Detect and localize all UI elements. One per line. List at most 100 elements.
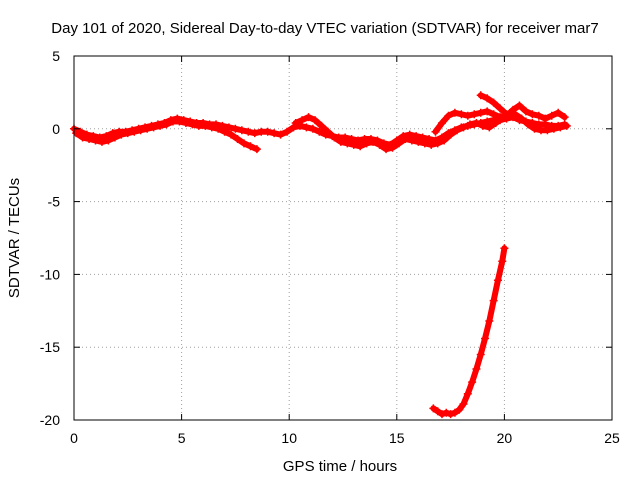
data-point xyxy=(72,129,81,138)
data-point xyxy=(343,139,352,148)
x-axis-label: GPS time / hours xyxy=(283,458,397,475)
series-arc-3 xyxy=(291,110,571,154)
data-point xyxy=(123,129,132,138)
data-point xyxy=(524,120,533,129)
data-point xyxy=(442,408,451,417)
data-point xyxy=(427,140,436,149)
data-point xyxy=(156,121,165,130)
data-point xyxy=(233,134,242,143)
data-point xyxy=(298,116,307,125)
data-point xyxy=(276,130,285,139)
data-point xyxy=(485,123,494,132)
data-point xyxy=(491,118,500,127)
data-point xyxy=(463,389,472,398)
data-point xyxy=(429,404,438,413)
data-point xyxy=(450,408,459,417)
data-point xyxy=(440,136,449,145)
x-tick-label: 10 xyxy=(281,430,297,446)
data-point xyxy=(446,130,455,139)
data-point xyxy=(143,124,152,133)
data-point xyxy=(489,296,498,305)
y-tick-label: -10 xyxy=(40,266,60,282)
data-point xyxy=(149,123,158,132)
data-point xyxy=(444,111,453,120)
data-point xyxy=(85,134,94,143)
data-point xyxy=(220,127,229,136)
data-point xyxy=(420,139,429,148)
data-point xyxy=(489,98,498,107)
data-point xyxy=(252,145,261,154)
data-point xyxy=(509,105,518,114)
data-point xyxy=(349,140,358,149)
y-tick-label: -20 xyxy=(40,412,60,428)
data-point xyxy=(250,129,259,138)
y-axis-label: SDTVAR / TECUs xyxy=(6,178,23,298)
data-point xyxy=(481,334,490,343)
data-point xyxy=(496,104,505,113)
data-point xyxy=(304,113,313,122)
data-point xyxy=(459,399,468,408)
data-point xyxy=(556,123,565,132)
data-point xyxy=(311,116,320,125)
data-point xyxy=(472,118,481,127)
data-point xyxy=(498,257,507,266)
data-point xyxy=(450,108,459,117)
data-point xyxy=(515,101,524,110)
data-point xyxy=(214,124,223,133)
axis-ticks xyxy=(73,55,613,421)
y-tick-label: 5 xyxy=(52,48,60,64)
data-point xyxy=(517,114,526,123)
data-point xyxy=(496,113,505,122)
y-tick-label: 0 xyxy=(52,121,60,137)
data-point xyxy=(207,123,216,132)
data-point xyxy=(483,107,492,116)
data-point xyxy=(270,129,279,138)
data-point xyxy=(476,108,485,117)
series-arc-4 xyxy=(431,101,569,136)
x-tick-label: 25 xyxy=(604,430,620,446)
data-point xyxy=(356,142,365,151)
data-point xyxy=(330,133,339,142)
data-point xyxy=(562,121,571,130)
y-tick-label: -15 xyxy=(40,339,60,355)
data-point xyxy=(541,114,550,123)
data-point xyxy=(476,91,485,100)
data-point xyxy=(547,111,556,120)
data-point xyxy=(534,111,543,120)
data-point xyxy=(437,118,446,127)
data-point xyxy=(162,120,171,129)
data-point xyxy=(388,143,397,152)
chart-title: Day 101 of 2020, Sidereal Day-to-day VTE… xyxy=(51,20,598,37)
data-point xyxy=(263,127,272,136)
data-point xyxy=(493,276,502,285)
data-point xyxy=(362,139,371,148)
data-point xyxy=(97,137,106,146)
data-point xyxy=(201,121,210,130)
data-point xyxy=(433,139,442,148)
x-tick-label: 5 xyxy=(178,430,186,446)
data-point xyxy=(336,137,345,146)
data-point xyxy=(244,127,253,136)
data-point xyxy=(437,410,446,419)
data-point xyxy=(470,110,479,119)
data-point xyxy=(130,127,139,136)
data-point xyxy=(465,120,474,129)
data-point xyxy=(78,133,87,142)
data-point xyxy=(224,123,233,132)
data-point xyxy=(407,136,416,145)
data-point xyxy=(240,139,249,148)
data-point xyxy=(483,94,492,103)
data-point xyxy=(485,316,494,325)
data-point xyxy=(317,121,326,130)
data-point xyxy=(375,140,384,149)
data-point xyxy=(528,110,537,119)
data-series xyxy=(70,91,571,419)
data-point xyxy=(543,126,552,135)
data-point xyxy=(382,145,391,154)
data-point xyxy=(431,127,440,136)
data-point xyxy=(457,110,466,119)
data-point xyxy=(459,123,468,132)
data-point xyxy=(549,124,558,133)
data-point xyxy=(554,108,563,117)
